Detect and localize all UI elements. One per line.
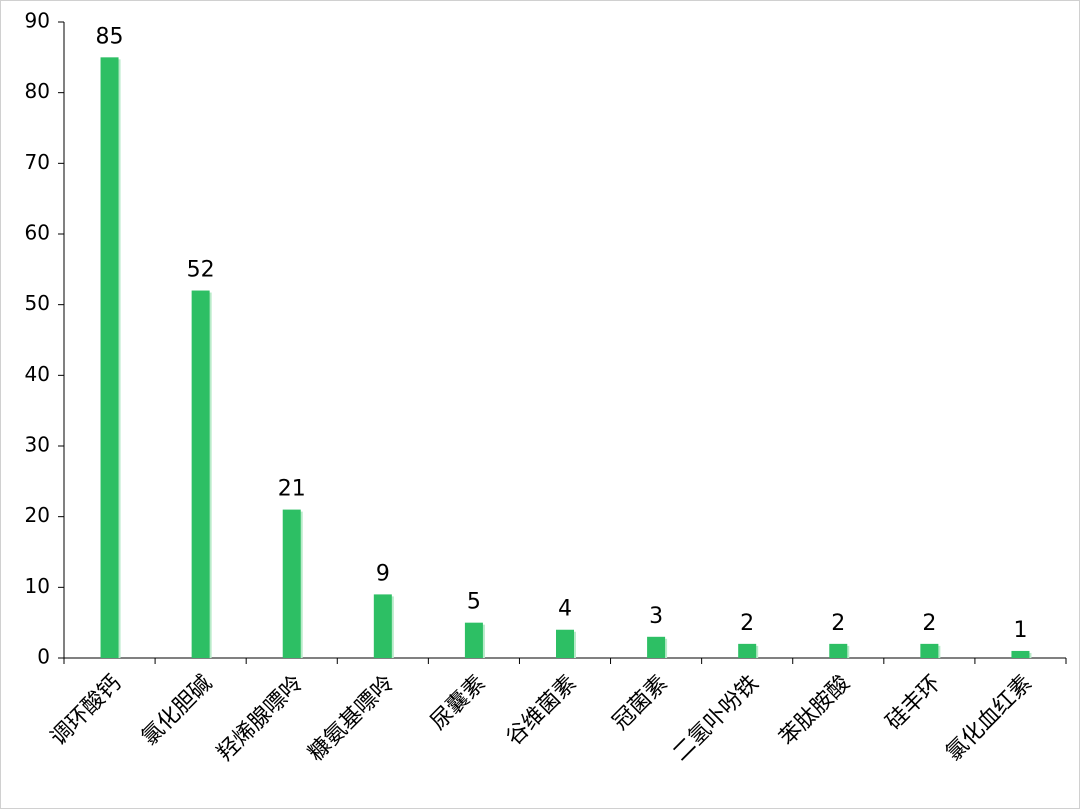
data-label: 2 <box>922 611 936 636</box>
bar <box>829 643 848 658</box>
y-tick-label: 20 <box>25 503 50 527</box>
y-tick-label: 60 <box>25 221 50 245</box>
y-tick-label: 50 <box>25 291 50 315</box>
bar <box>647 636 666 658</box>
y-tick-label: 30 <box>25 433 50 457</box>
y-tick-label: 40 <box>25 362 50 386</box>
data-label: 3 <box>649 604 663 629</box>
bar <box>738 643 757 658</box>
bar <box>373 594 392 658</box>
y-tick-label: 90 <box>25 9 50 33</box>
data-label: 4 <box>558 597 572 622</box>
data-label: 85 <box>96 24 124 49</box>
data-label: 21 <box>278 477 306 502</box>
data-label: 5 <box>467 590 481 615</box>
bar <box>100 57 119 659</box>
data-label: 2 <box>740 611 754 636</box>
bar <box>1011 650 1030 658</box>
y-tick-label: 70 <box>25 150 50 174</box>
bar <box>191 290 210 658</box>
y-tick-label: 80 <box>25 79 50 103</box>
data-label: 52 <box>187 258 215 283</box>
data-label: 1 <box>1013 618 1027 643</box>
data-label: 9 <box>376 561 390 586</box>
bar <box>282 509 301 658</box>
y-tick-label: 0 <box>37 645 50 669</box>
bar <box>920 643 939 658</box>
bar <box>556 629 574 658</box>
data-label: 2 <box>831 611 845 636</box>
bar <box>464 622 483 658</box>
y-tick-label: 10 <box>25 574 50 598</box>
